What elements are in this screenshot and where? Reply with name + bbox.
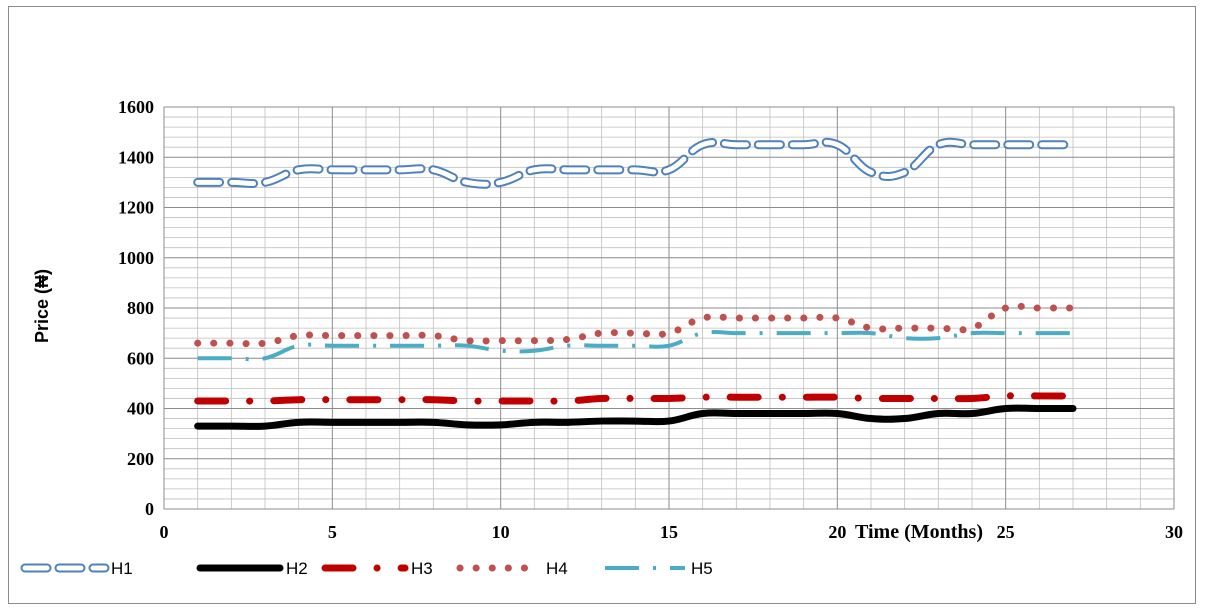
legend-label: H1 — [111, 559, 133, 578]
series-h5-line — [197, 330, 1073, 362]
y-tick-label: 0 — [145, 499, 154, 519]
series-h2-line — [194, 404, 1077, 430]
legend-label: H4 — [546, 559, 568, 578]
y-tick-label: 1200 — [118, 198, 154, 218]
x-tick-label: 5 — [328, 522, 337, 542]
series-layer — [193, 137, 1078, 430]
legend-label: H2 — [286, 559, 308, 578]
y-tick-label: 1000 — [118, 248, 154, 268]
x-tick-label: 10 — [492, 522, 510, 542]
legend-item-h4: H4 — [456, 559, 568, 578]
x-axis-ticks: 0 5 10 15 20 25 30 — [160, 522, 1184, 542]
y-tick-label: 200 — [127, 449, 154, 469]
series-path-inner — [195, 139, 1076, 187]
legend-label: H5 — [691, 559, 713, 578]
y-tick-label: 400 — [127, 399, 154, 419]
series-h4-line — [194, 302, 1077, 348]
y-tick-label: 600 — [127, 348, 154, 368]
series-h1-line — [193, 137, 1078, 189]
legend: H1 H2 H3 H4 H5 — [20, 559, 713, 578]
x-tick-label: 0 — [160, 522, 169, 542]
x-tick-label: 15 — [660, 522, 678, 542]
legend-label: H3 — [411, 559, 433, 578]
x-axis-title: Time (Months) — [855, 521, 983, 543]
legend-item-h5: H5 — [605, 559, 713, 578]
y-axis-title: Price (₦) — [32, 269, 52, 343]
legend-item-h2: H2 — [196, 559, 308, 578]
legend-item-h3: H3 — [321, 559, 433, 578]
y-tick-label: 1600 — [118, 97, 154, 117]
y-tick-label: 800 — [127, 298, 154, 318]
series-path — [194, 404, 1077, 430]
series-path — [194, 302, 1077, 348]
x-tick-label: 30 — [1165, 522, 1183, 542]
x-tick-label: 20 — [828, 522, 846, 542]
legend-item-h1: H1 — [20, 559, 133, 578]
x-tick-label: 25 — [997, 522, 1015, 542]
y-tick-label: 1400 — [118, 147, 154, 167]
y-axis-ticks: 0 200 400 600 800 1000 1200 1400 1600 — [118, 97, 154, 519]
series-path — [197, 330, 1073, 362]
